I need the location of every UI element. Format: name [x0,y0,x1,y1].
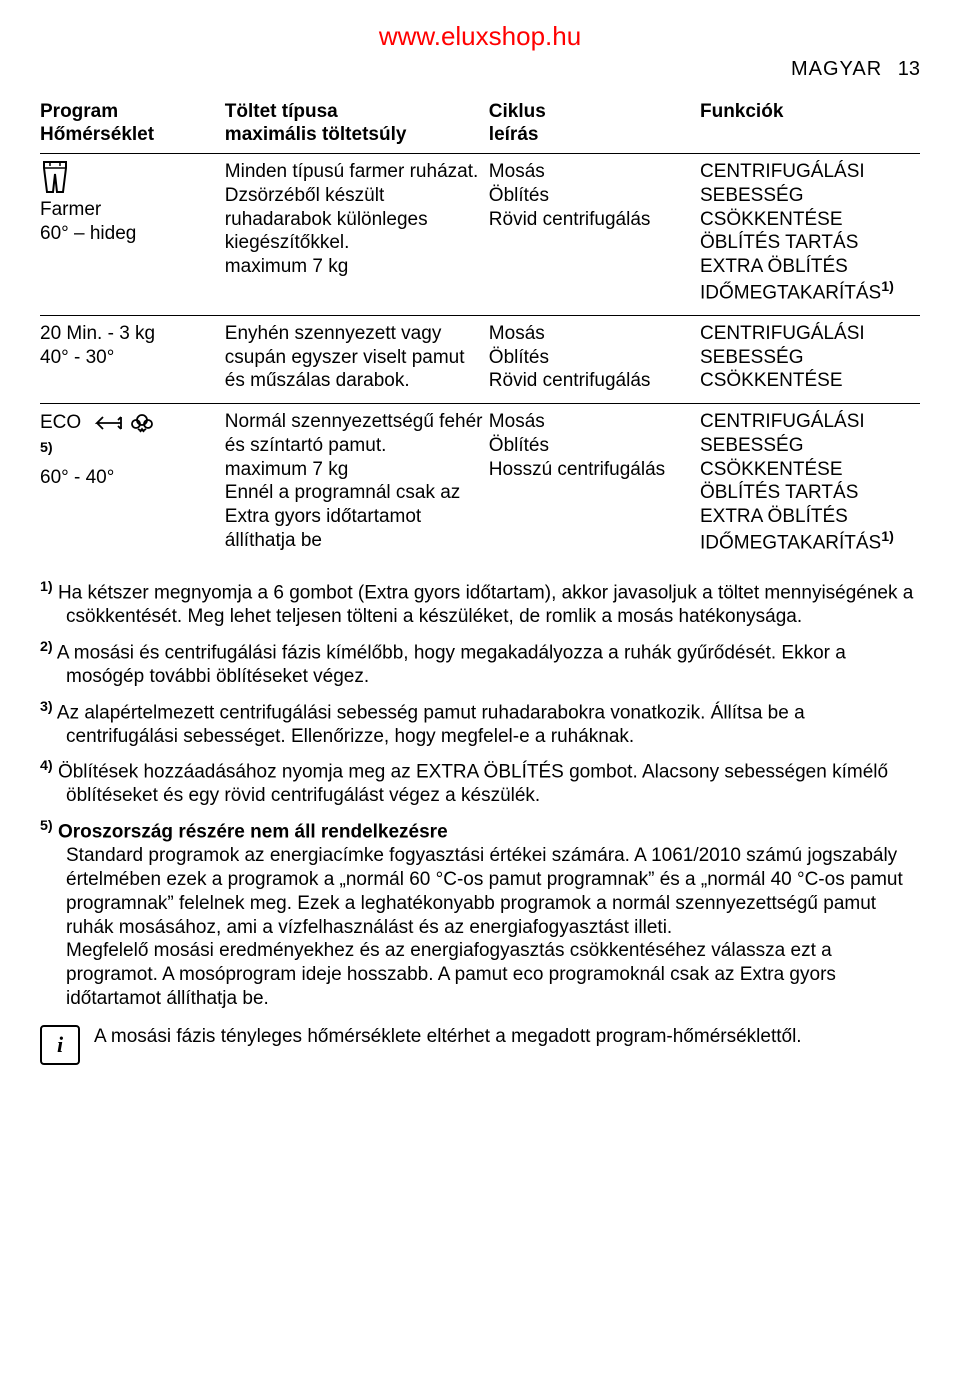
cell-type: Normál szennyezettségű fehér és színtart… [225,404,489,565]
table-row: Farmer 60° – hideg Minden típusú farmer … [40,154,920,316]
language-label: MAGYAR [791,58,882,80]
col-header-type: Töltet típusamaximális töltetsúly [225,94,489,154]
cell-type: Minden típusú farmer ruházat. Dzsörzéből… [225,154,489,316]
footnote-ref: 1) [881,529,894,545]
cell-cycle: MosásÖblítésRövid centrifugálás [489,154,700,316]
footnote-2: 2) A mosási és centrifugálási fázis kímé… [40,639,920,689]
program-temp: 40° - 30° [40,346,219,370]
footnote-4: 4) Öblítések hozzáadásához nyomja meg az… [40,758,920,808]
info-note-text: A mosási fázis tényleges hőmérséklete el… [94,1025,802,1049]
program-table: ProgramHőmérséklet Töltet típusamaximáli… [40,94,920,565]
footnote-1: 1) Ha kétszer megnyomja a 6 gombot (Extr… [40,579,920,629]
info-note-row: i A mosási fázis tényleges hőmérséklete … [40,1025,920,1065]
footnote-5: 5) Oroszország részére nem áll rendelkez… [40,818,920,1010]
cell-functions: CENTRIFUGÁLÁSI SEBESSÉG CSÖKKENTÉSEÖBLÍT… [700,404,920,565]
program-name: 20 Min. - 3 kg [40,322,219,346]
site-url: www.eluxshop.hu [40,20,920,53]
program-footnote-ref: 5) [40,440,219,466]
eco-arrow-icon [87,414,123,432]
col-header-functions: Funkciók [700,94,920,154]
program-temp: 60° – hideg [40,222,219,246]
footnote-ref: 1) [881,279,894,295]
cotton-icon [129,410,155,436]
cell-cycle: MosásÖblítésRövid centrifugálás [489,315,700,403]
jeans-icon [40,160,219,194]
info-icon: i [40,1025,80,1065]
program-name: Farmer [40,198,219,222]
page-number: 13 [898,58,920,80]
cell-type: Enyhén szennyezett vagy csupán egyszer v… [225,315,489,403]
footnote-3: 3) Az alapértelmezett centrifugálási seb… [40,699,920,749]
col-header-cycle: Ciklusleírás [489,94,700,154]
program-temp: 60° - 40° [40,466,219,490]
cell-functions: CENTRIFUGÁLÁSI SEBESSÉG CSÖKKENTÉSEÖBLÍT… [700,154,920,316]
table-row: 20 Min. - 3 kg 40° - 30° Enyhén szennyez… [40,315,920,403]
page-header: MAGYAR 13 [40,57,920,82]
table-row: ECO 5) 60° - 40° Normál szennyezettségű … [40,404,920,565]
eco-label: ECO [40,411,81,435]
footnotes: 1) Ha kétszer megnyomja a 6 gombot (Extr… [40,579,920,1011]
cell-functions: CENTRIFUGÁLÁSI SEBESSÉG CSÖKKENTÉSE [700,315,920,403]
table-header-row: ProgramHőmérséklet Töltet típusamaximáli… [40,94,920,154]
cell-cycle: MosásÖblítésHosszú centrifugálás [489,404,700,565]
col-header-program: ProgramHőmérséklet [40,94,225,154]
